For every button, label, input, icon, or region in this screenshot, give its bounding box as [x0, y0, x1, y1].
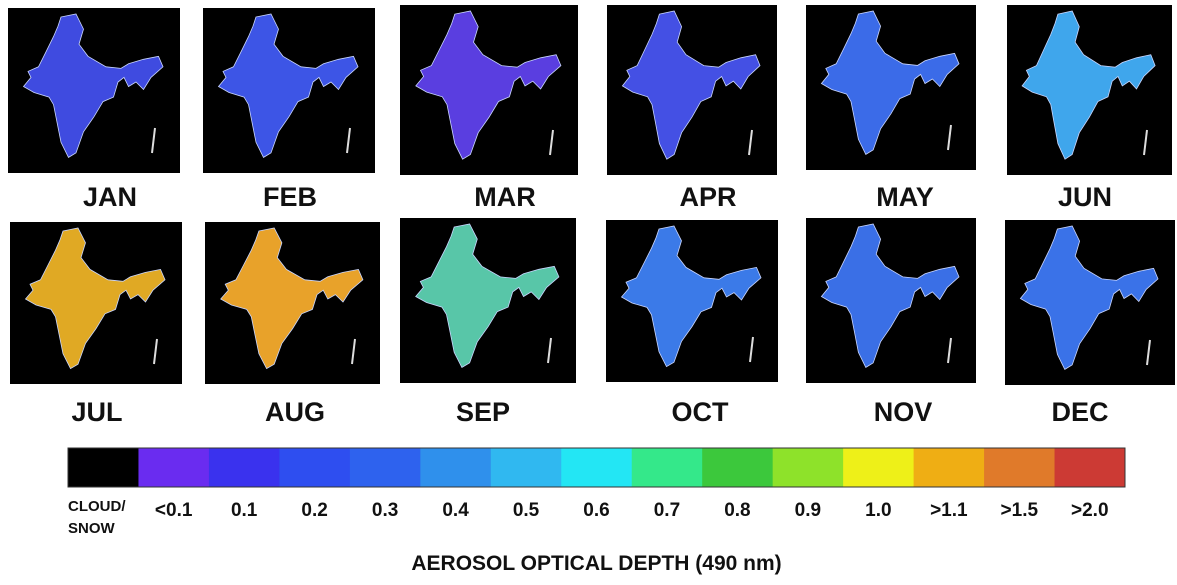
colorbar-segment	[68, 448, 139, 487]
legend-label: 0.7	[654, 500, 680, 522]
colorbar-segment	[561, 448, 632, 487]
legend-label: <0.1	[155, 500, 193, 522]
colorbar-segment	[420, 448, 491, 487]
legend-label: >1.5	[1001, 500, 1039, 522]
month-label: FEB	[263, 182, 317, 213]
legend-label: 0.2	[301, 500, 327, 522]
colorbar-segment	[914, 448, 985, 487]
legend-label: 0.9	[795, 500, 821, 522]
month-label: DEC	[1051, 397, 1108, 428]
month-label: AUG	[265, 397, 325, 428]
figure	[0, 0, 1177, 585]
month-label: SEP	[456, 397, 510, 428]
legend-label: 0.3	[372, 500, 398, 522]
colorbar-segment	[138, 448, 209, 487]
month-label: MAY	[876, 182, 934, 213]
colorbar-segment	[702, 448, 773, 487]
month-label: MAR	[474, 182, 536, 213]
month-label: APR	[679, 182, 736, 213]
colorbar-segment	[491, 448, 562, 487]
month-label: NOV	[874, 397, 933, 428]
colorbar-segment	[209, 448, 280, 487]
month-label: JAN	[83, 182, 137, 213]
legend-label: 0.8	[724, 500, 750, 522]
legend-label: CLOUD/ SNOW	[68, 496, 148, 540]
month-label: JUN	[1058, 182, 1112, 213]
colorbar-segment	[984, 448, 1055, 487]
legend-label: >2.0	[1071, 500, 1109, 522]
colorbar-segment	[843, 448, 914, 487]
colorbar-segment	[773, 448, 844, 487]
month-label: OCT	[672, 397, 729, 428]
legend-label: 0.6	[583, 500, 609, 522]
colorbar-segment	[632, 448, 703, 487]
colorbar-segment	[279, 448, 350, 487]
month-label: JUL	[71, 397, 122, 428]
legend-title: AEROSOL OPTICAL DEPTH (490 nm)	[411, 552, 781, 576]
legend-label: 1.0	[865, 500, 891, 522]
legend-label: 0.5	[513, 500, 539, 522]
legend-label: >1.1	[930, 500, 968, 522]
colorbar-segment	[1055, 448, 1126, 487]
colorbar-segment	[350, 448, 421, 487]
page: {"maps": [ {"label": "JAN", "color": "#3…	[0, 0, 1177, 585]
legend-label: 0.1	[231, 500, 257, 522]
legend-label: 0.4	[442, 500, 468, 522]
